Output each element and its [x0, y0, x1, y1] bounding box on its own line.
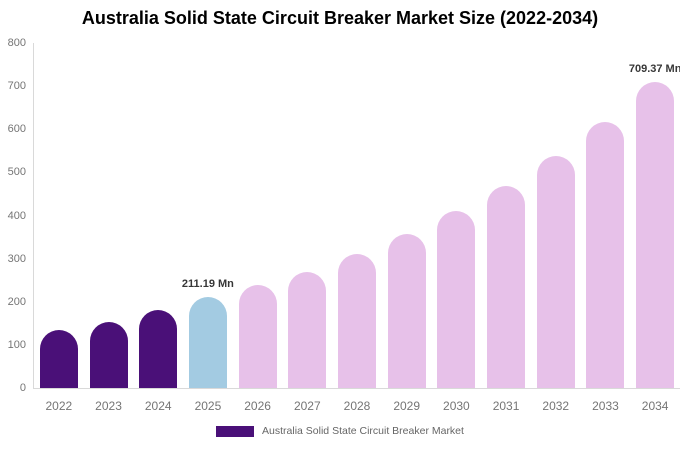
x-axis-label: 2028: [343, 399, 371, 413]
x-axis-label: 2029: [393, 399, 421, 413]
bar-2030[interactable]: [437, 211, 476, 388]
bar-2025[interactable]: [188, 296, 227, 388]
y-axis-tick-label: 700: [7, 80, 26, 93]
bar-2032[interactable]: [536, 156, 575, 388]
bar-2022[interactable]: [39, 329, 78, 388]
bar-2027[interactable]: [288, 272, 327, 388]
x-axis-label: 2032: [542, 399, 570, 413]
bar-2034[interactable]: [636, 82, 675, 388]
y-axis-tick-label: 0: [19, 382, 26, 394]
bar-2028[interactable]: [338, 254, 376, 388]
y-axis-tick-label: 200: [7, 295, 26, 308]
bar-2029[interactable]: [387, 234, 426, 388]
y-axis-line: [33, 43, 34, 388]
x-axis-label: 2026: [244, 399, 271, 413]
x-axis-label: 2025: [194, 399, 222, 413]
x-axis-label: 2034: [641, 399, 669, 413]
y-axis-tick-label: 800: [7, 37, 26, 49]
x-axis-label: 2031: [492, 399, 520, 413]
y-axis-tick-label: 600: [7, 123, 26, 136]
data-label-2034: 709.37 Mn: [628, 63, 680, 76]
x-axis-label: 2027: [293, 399, 321, 413]
bar-2026[interactable]: [238, 285, 277, 388]
x-axis-label: 2024: [144, 399, 172, 413]
legend-swatch: [216, 425, 255, 437]
bar-2023[interactable]: [89, 321, 128, 388]
y-axis-tick-label: 300: [7, 252, 26, 265]
y-axis-tick-label: 500: [7, 166, 26, 179]
data-label-2025: 211.19 Mn: [181, 277, 234, 290]
legend-label: Australia Solid State Circuit Breaker Ma…: [262, 425, 464, 437]
y-axis-tick-label: 100: [7, 338, 26, 351]
y-axis-tick-label: 400: [7, 209, 26, 222]
chart-title: Australia Solid State Circuit Breaker Ma…: [81, 8, 599, 28]
x-axis-label: 2033: [592, 399, 619, 413]
bar-2031[interactable]: [487, 185, 526, 388]
x-axis-line: [33, 388, 680, 389]
x-axis-label: 2023: [95, 399, 122, 413]
bar-2033[interactable]: [586, 122, 625, 388]
legend[interactable]: Australia Solid State Circuit Breaker Ma…: [0, 425, 680, 437]
x-axis-label: 2022: [45, 399, 73, 413]
x-axis-label: 2030: [443, 399, 470, 413]
bar-2024[interactable]: [139, 310, 178, 388]
